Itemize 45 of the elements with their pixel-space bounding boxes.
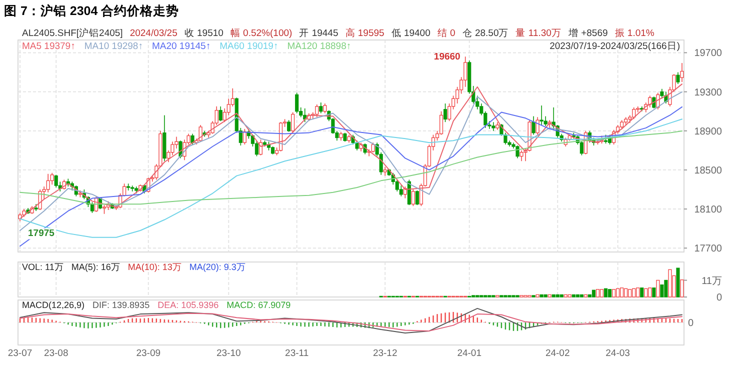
y-tick-label: 17700 (694, 244, 722, 255)
x-tick-label: 23-10 (216, 348, 241, 359)
annotation: 17975 (28, 228, 56, 240)
text: MA60 19019↑ (220, 41, 278, 52)
text: 高 19595 (345, 27, 384, 39)
x-tick-label: 24-03 (606, 348, 630, 359)
x-tick-label: 23-11 (285, 348, 309, 359)
annotation: MA(5): 16万 (71, 262, 120, 272)
text: 振 1.01% (614, 27, 655, 39)
y-tick-label: 19300 (694, 87, 722, 98)
text: MA10 19298↑ (84, 41, 143, 52)
annotation: MA(20): 9.3万 (189, 262, 246, 272)
text: MA20 19145↑ (152, 41, 211, 52)
text: 2024/03/25 (130, 28, 178, 39)
text: 增 +8569 (567, 27, 608, 39)
x-tick-label: 24-02 (545, 348, 570, 359)
x-tick-label: 23-08 (44, 348, 68, 359)
annotation: MA(10): 13万 (128, 262, 182, 272)
chart-title: 图 7：沪铝 2304 合约价格走势 (4, 3, 180, 18)
x-tick-label: 23-09 (136, 348, 161, 359)
legend: DIF: 139.8935 DEA: 105.9396 MACD: 67.9079 (92, 300, 291, 310)
x-tick-label: 23-12 (372, 348, 398, 359)
chart-title: VOL: 11万 (22, 262, 64, 272)
annotation: 2023/07/19-2024/03/25(166日) (550, 41, 680, 52)
y-tick-label: 18500 (694, 165, 722, 176)
text: 收 19510 (184, 28, 224, 39)
y-tick-label: 18100 (694, 204, 722, 216)
y-tick-label: 0 (716, 292, 722, 304)
y-tick-label: 19700 (694, 48, 722, 60)
ref-line-label: 0 (688, 318, 694, 329)
text: 幅 0.52%(100) (230, 27, 292, 39)
text: 开 19445 (299, 28, 338, 39)
x-tick-label: 24-01 (457, 348, 482, 359)
text: 量 11.30万 (516, 28, 562, 39)
text: 低 19400 (391, 28, 430, 39)
text: 结 0 (437, 27, 456, 39)
y-tick-label: 11万 (702, 276, 722, 287)
chart-title: MACD(12,26,9) (22, 300, 85, 310)
text: MA120 18898↑ (287, 41, 352, 52)
y-tick-label: 18900 (694, 126, 722, 138)
annotation: 19660 (434, 52, 460, 63)
x-tick-label: 23-07 (8, 348, 32, 359)
text: AL2405.SHF[沪铝2405] (22, 27, 123, 39)
text: 仓 28.50万 (462, 27, 509, 39)
text: MA5 19379↑ (22, 41, 76, 52)
